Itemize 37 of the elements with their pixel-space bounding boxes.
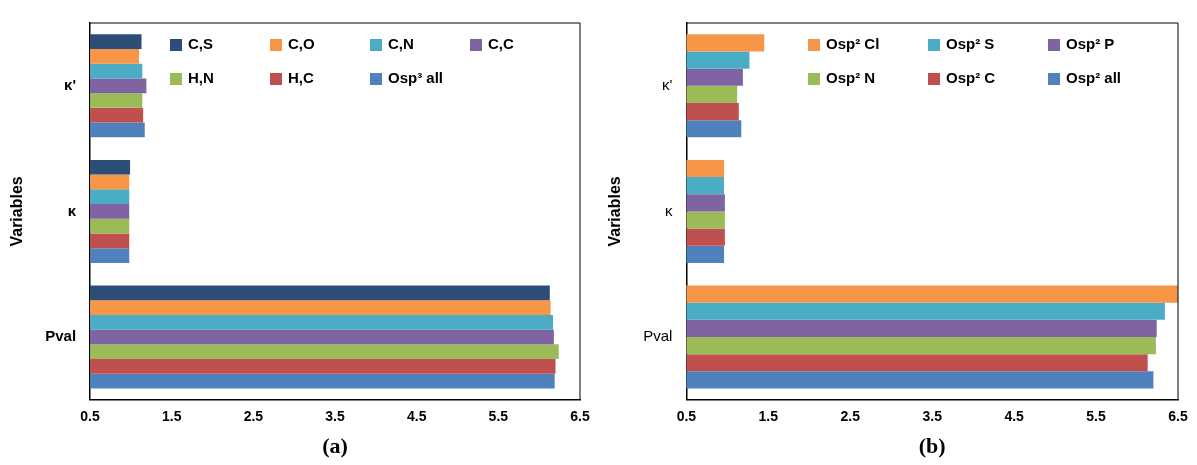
x-tick-label: 0.5 bbox=[80, 408, 100, 425]
x-axis-title: (a) bbox=[322, 433, 348, 459]
y-tick-label: κ bbox=[664, 201, 673, 219]
legend-label: Osp² Cl bbox=[826, 35, 880, 53]
x-tick-label: 6.5 bbox=[570, 408, 590, 425]
legend-label: Osp² N bbox=[826, 69, 876, 87]
legend-label: Osp² all bbox=[1066, 69, 1122, 87]
x-tick-label: 5.5 bbox=[488, 408, 509, 425]
legend-label: H,C bbox=[288, 69, 314, 87]
y-tick-label: κ' bbox=[662, 75, 673, 93]
x-tick-label: 2.5 bbox=[840, 408, 861, 425]
x-tick-label: 1.5 bbox=[161, 408, 182, 425]
x-tick-label: 4.5 bbox=[1004, 408, 1025, 425]
legend-label: Osp³ all bbox=[388, 69, 444, 87]
legend-label: C,O bbox=[288, 35, 315, 53]
y-axis-title: Variables bbox=[8, 176, 26, 247]
y-axis-title: Variables bbox=[606, 176, 624, 247]
legend-label: Osp² S bbox=[946, 35, 995, 53]
x-tick-label: 2.5 bbox=[243, 408, 264, 425]
x-tick-label: 4.5 bbox=[406, 408, 427, 425]
legend-label: C,N bbox=[388, 35, 414, 53]
y-tick-label: κ bbox=[67, 201, 77, 219]
x-tick-label: 6.5 bbox=[1168, 408, 1188, 425]
y-tick-label: κ' bbox=[64, 75, 77, 93]
x-axis-title: (b) bbox=[918, 433, 946, 459]
y-tick-label: Pval bbox=[643, 327, 673, 345]
x-tick-label: 5.5 bbox=[1086, 408, 1106, 425]
legend-label: Osp² C bbox=[946, 69, 996, 87]
legend-label: C,C bbox=[488, 35, 514, 53]
x-tick-label: 3.5 bbox=[325, 408, 345, 425]
legend-label: H,N bbox=[188, 69, 214, 87]
x-tick-label: 0.5 bbox=[676, 408, 697, 425]
y-tick-label: Pval bbox=[45, 327, 77, 345]
legend-label: C,S bbox=[188, 35, 214, 53]
x-tick-label: 3.5 bbox=[922, 408, 943, 425]
legend-label: Osp² P bbox=[1066, 35, 1115, 53]
x-tick-label: 1.5 bbox=[758, 408, 779, 425]
